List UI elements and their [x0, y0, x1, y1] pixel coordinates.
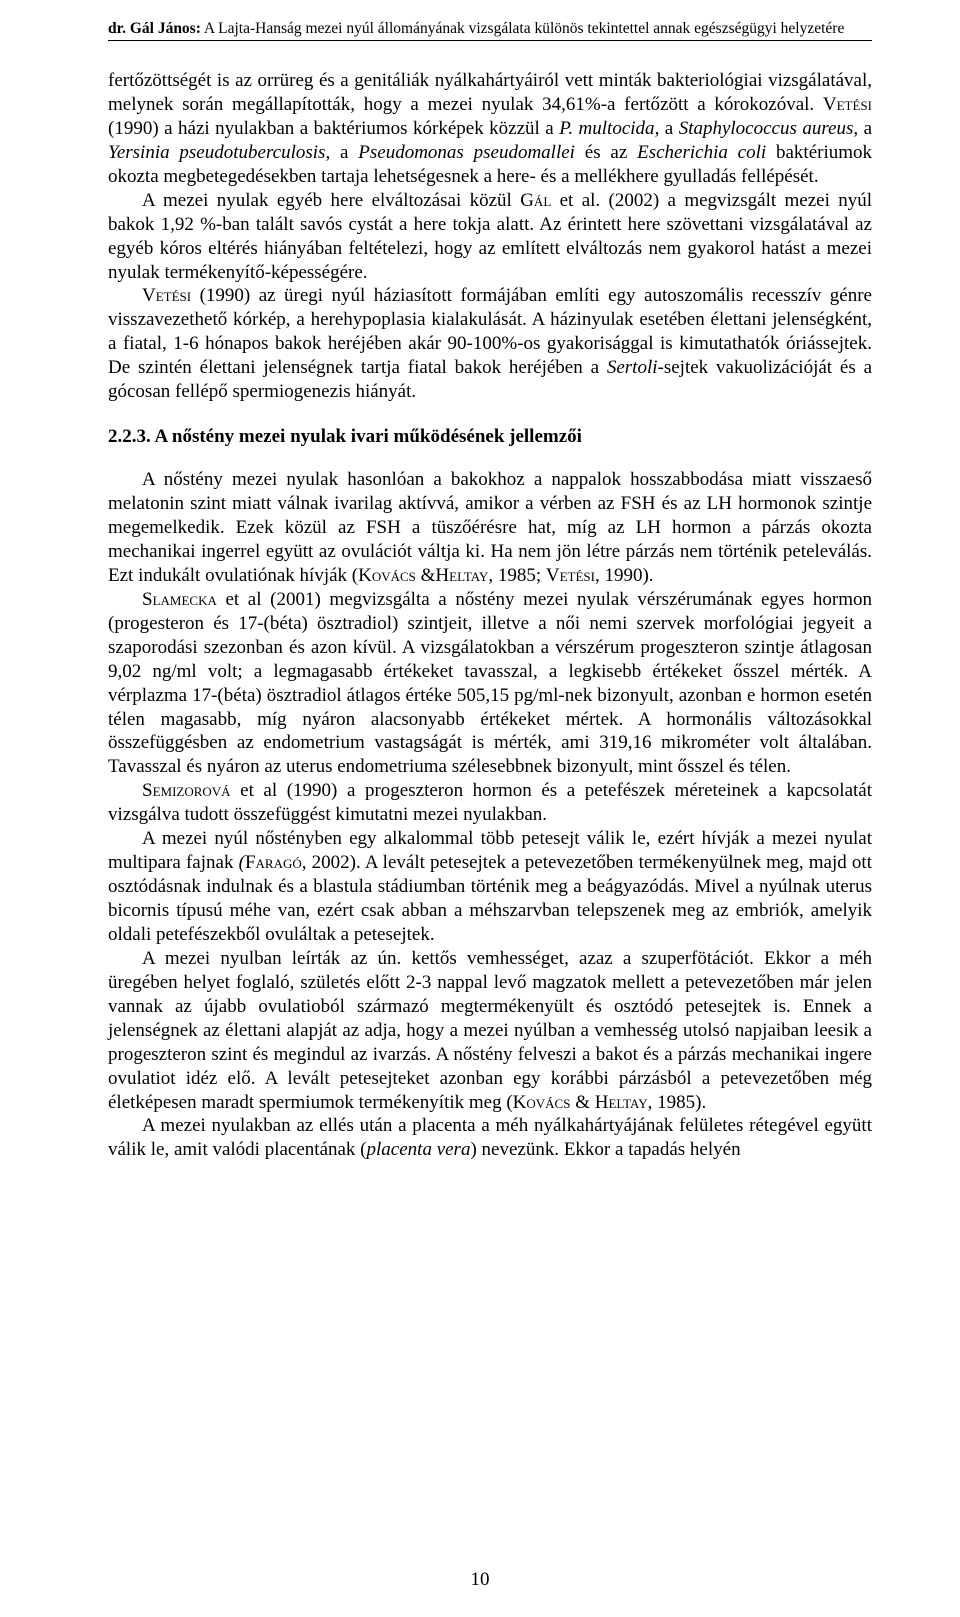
paragraph-4: A nőstény mezei nyulak hasonlóan a bakok…	[108, 468, 872, 588]
page-number: 10	[0, 1569, 960, 1591]
running-head: dr. Gál János: A Lajta-Hanság mezei nyúl…	[108, 20, 872, 38]
p1-italic-pmultocida: P. multocida	[559, 118, 654, 139]
p9-text-b: ) nevezünk. Ekkor a tapadás helyén	[470, 1139, 740, 1160]
p1-italic-ecoli: Escherichia coli	[637, 142, 766, 163]
paragraph-1: fertőzöttségét is az orrüreg és a genitá…	[108, 69, 872, 189]
p1-italic-pseudomonas: Pseudomonas pseudomallei	[358, 142, 575, 163]
paragraph-5: Slamecka et al (2001) megvizsgálta a nős…	[108, 588, 872, 780]
p1-italic-yersinia: Yersinia pseudotuberculosis	[108, 142, 325, 163]
p1-text-f: és az	[575, 142, 637, 163]
p6-author-semizorova: Semizorová	[142, 780, 231, 801]
p4-text-c: , 1990).	[595, 565, 654, 586]
p4-author-vetesi: Vetési	[546, 565, 595, 586]
p1-text-d: , a	[853, 118, 872, 139]
paragraph-8: A mezei nyulban leírták az ún. kettős ve…	[108, 947, 872, 1115]
page-container: dr. Gál János: A Lajta-Hanság mezei nyúl…	[0, 0, 960, 1617]
p7-author-farago: Faragó	[245, 852, 302, 873]
p8-text-b: , 1985).	[648, 1092, 707, 1113]
paragraph-3: Vetési (1990) az üregi nyúl háziasított …	[108, 284, 872, 404]
section-heading-223: 2.2.3. A nőstény mezei nyulak ivari műkö…	[108, 426, 872, 448]
paragraph-7: A mezei nyúl nőstényben egy alkalommal t…	[108, 827, 872, 947]
p2-author-gal: Gál	[520, 190, 551, 211]
p1-italic-staph: Staphylococcus aureus	[679, 118, 854, 139]
p1-text-b: (1990) a házi nyulakban a baktériumos kó…	[108, 118, 559, 139]
p8-author-kovacs-heltay: Kovács & Heltay	[513, 1092, 648, 1113]
running-head-author: dr. Gál János:	[108, 20, 201, 37]
p5-text-a: et al (2001) megvizsgálta a nőstény meze…	[108, 589, 872, 778]
header-rule	[108, 40, 872, 41]
p1-text-e: , a	[325, 142, 358, 163]
p5-author-slamecka: Slamecka	[142, 589, 217, 610]
p1-text-a: fertőzöttségét is az orrüreg és a genitá…	[108, 70, 872, 115]
p9-italic-placenta-vera: placenta vera	[367, 1139, 471, 1160]
p1-author-vetesi: Vetési	[823, 94, 872, 115]
p4-text-b: , 1985;	[488, 565, 546, 586]
p2-text-a: A mezei nyulak egyéb here elváltozásai k…	[142, 190, 520, 211]
p1-text-c: , a	[655, 118, 679, 139]
paragraph-6: Semizorová et al (1990) a progeszteron h…	[108, 779, 872, 827]
paragraph-2: A mezei nyulak egyéb here elváltozásai k…	[108, 189, 872, 285]
p3-author-vetesi: Vetési	[142, 285, 191, 306]
p3-italic-sertoli: Sertoli	[607, 357, 658, 378]
p8-text-a: A mezei nyulban leírták az ún. kettős ve…	[108, 948, 872, 1113]
running-head-title: A Lajta-Hanság mezei nyúl állományának v…	[201, 20, 844, 37]
p4-author-kovacsheltay: Kovács &Heltay	[358, 565, 488, 586]
paragraph-9: A mezei nyulakban az ellés után a placen…	[108, 1114, 872, 1162]
